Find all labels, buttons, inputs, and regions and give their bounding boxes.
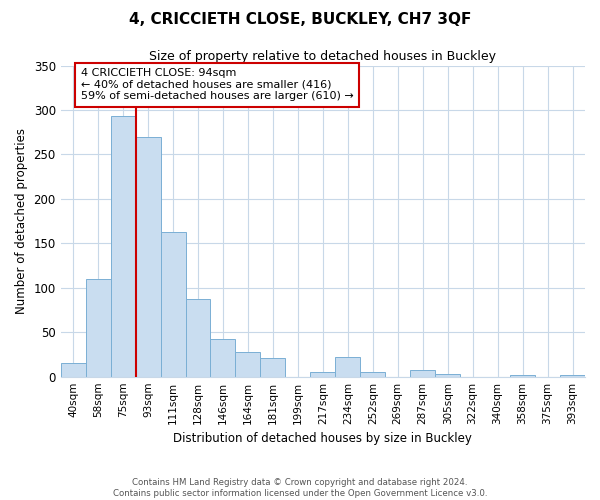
Bar xyxy=(185,300,211,376)
Bar xyxy=(510,375,535,376)
X-axis label: Distribution of detached houses by size in Buckley: Distribution of detached houses by size … xyxy=(173,432,472,445)
Text: 4, CRICCIETH CLOSE, BUCKLEY, CH7 3QF: 4, CRICCIETH CLOSE, BUCKLEY, CH7 3QF xyxy=(129,12,471,28)
Bar xyxy=(410,370,435,376)
Text: Contains HM Land Registry data © Crown copyright and database right 2024.
Contai: Contains HM Land Registry data © Crown c… xyxy=(113,478,487,498)
Bar xyxy=(435,374,460,376)
Bar xyxy=(310,372,335,376)
Bar xyxy=(335,357,360,376)
Bar xyxy=(110,116,136,376)
Title: Size of property relative to detached houses in Buckley: Size of property relative to detached ho… xyxy=(149,50,496,63)
Bar xyxy=(235,352,260,376)
Bar xyxy=(61,364,86,376)
Bar xyxy=(260,358,286,376)
Bar xyxy=(136,136,161,376)
Bar xyxy=(86,279,110,376)
Y-axis label: Number of detached properties: Number of detached properties xyxy=(15,128,28,314)
Bar xyxy=(560,375,585,376)
Text: 4 CRICCIETH CLOSE: 94sqm
← 40% of detached houses are smaller (416)
59% of semi-: 4 CRICCIETH CLOSE: 94sqm ← 40% of detach… xyxy=(80,68,353,102)
Bar xyxy=(360,372,385,376)
Bar xyxy=(161,232,185,376)
Bar xyxy=(211,340,235,376)
